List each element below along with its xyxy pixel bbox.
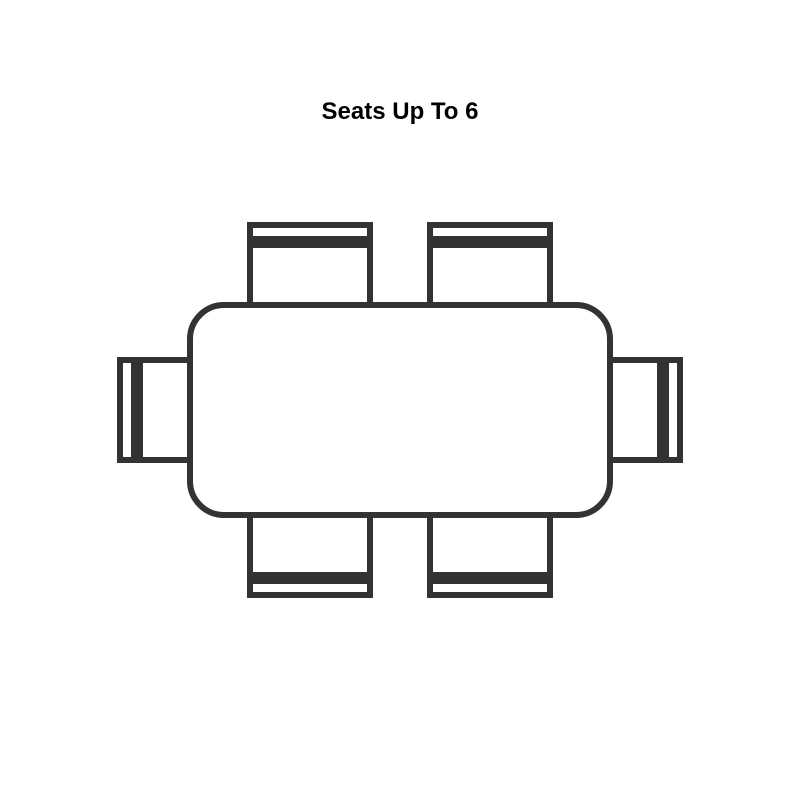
chair-top-1-back (250, 225, 370, 239)
chair-top-2-back (430, 225, 550, 239)
chair-bottom-2-back (430, 581, 550, 595)
chair-right-back (666, 360, 680, 460)
table (190, 305, 610, 515)
seating-diagram (0, 0, 800, 800)
chair-bottom-1-back (250, 581, 370, 595)
chair-left-back (120, 360, 134, 460)
